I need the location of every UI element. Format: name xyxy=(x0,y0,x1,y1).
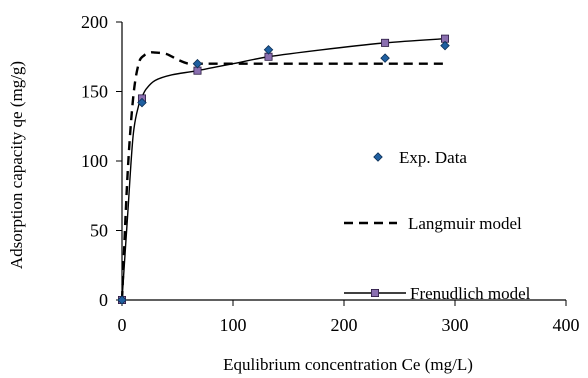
exp-data-point xyxy=(380,53,390,63)
x-tick-label: 400 xyxy=(553,315,580,335)
exp-data-point xyxy=(263,45,274,55)
frenudlich-point xyxy=(381,38,390,47)
legend-label-frenudlich: Frenudlich model xyxy=(410,284,531,303)
x-tick-label: 300 xyxy=(442,315,469,335)
langmuir-series xyxy=(120,51,444,301)
legend-label-langmuir: Langmuir model xyxy=(408,214,522,233)
exp-data-point xyxy=(440,40,450,51)
tick-marks xyxy=(116,21,567,306)
y-axis-title: Adsorption capacity qe (mg/g) xyxy=(7,61,26,269)
x-axis-title: Equlibrium concentration Ce (mg/L) xyxy=(223,355,473,374)
frenudlich-series xyxy=(118,34,450,304)
langmuir-line xyxy=(120,51,444,301)
y-tick-label: 200 xyxy=(81,12,108,32)
legend-item-langmuir: Langmuir model xyxy=(344,214,522,233)
x-tick-label: 200 xyxy=(331,315,358,335)
legend-item-exp-data: Exp. Data xyxy=(373,148,467,167)
exp-data-series xyxy=(117,40,450,305)
y-tick-label: 150 xyxy=(81,82,108,102)
legend-label-exp-data: Exp. Data xyxy=(399,148,467,167)
legend-diamond-icon xyxy=(373,152,383,162)
exp-data-point xyxy=(192,58,203,69)
x-tick-label: 100 xyxy=(220,315,247,335)
tick-labels: 0 50 100 150 200 0 100 200 300 400 xyxy=(81,12,580,335)
x-tick-label: 0 xyxy=(118,315,127,335)
plot-area xyxy=(117,34,450,305)
y-tick-label: 0 xyxy=(99,290,108,310)
y-tick-label: 50 xyxy=(90,221,108,241)
legend-item-frenudlich: Frenudlich model xyxy=(344,284,531,303)
frenudlich-line xyxy=(121,37,446,301)
legend: Exp. Data Langmuir model Frenudlich model xyxy=(344,148,531,303)
legend-square-icon xyxy=(370,288,379,297)
exp-data-point xyxy=(137,97,147,108)
exp-data-point xyxy=(117,295,127,305)
y-tick-label: 100 xyxy=(81,151,108,171)
